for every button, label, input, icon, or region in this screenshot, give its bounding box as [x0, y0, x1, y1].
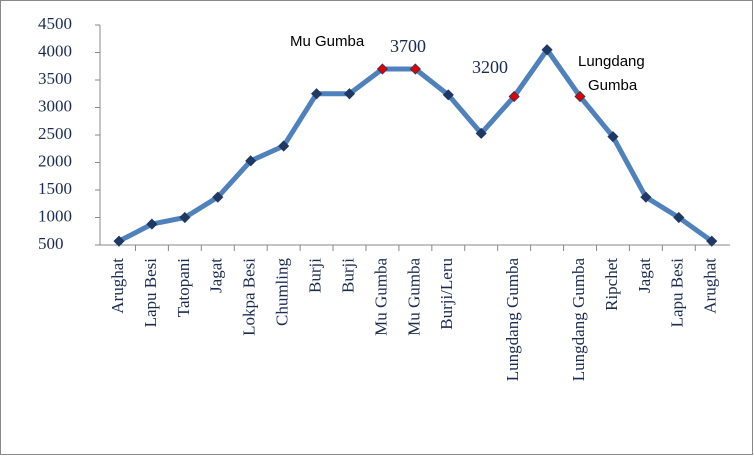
- x-tick-label: Burji: [338, 258, 357, 293]
- marker: [278, 140, 290, 152]
- x-tick-label: Jagat: [207, 258, 226, 293]
- x-tick-label: Mu Gumba: [371, 258, 390, 336]
- marker: [245, 155, 257, 167]
- x-tick-label: Tatopani: [174, 258, 193, 318]
- marker: [311, 88, 323, 100]
- y-tick-label: 4000: [38, 41, 72, 60]
- marker: [541, 44, 553, 56]
- annotation: 3700: [390, 36, 426, 56]
- annotation: Lungdang: [578, 53, 645, 70]
- marker: [343, 88, 356, 100]
- marker: [179, 211, 191, 224]
- x-tick-label: Lungdang Gumba: [569, 258, 588, 382]
- x-tick-label: Mu Gumba: [404, 258, 423, 336]
- y-tick-label: 1500: [38, 179, 72, 198]
- x-tick-label: Lapu Besi: [141, 258, 160, 328]
- x-tick-label: Lungdang Gumba: [503, 258, 522, 382]
- marker: [607, 131, 619, 143]
- marker: [475, 127, 487, 139]
- marker: [574, 90, 586, 103]
- y-tick-label: 500: [38, 234, 64, 253]
- x-tick-label: Burji: [305, 258, 324, 293]
- marker: [640, 191, 652, 203]
- x-tick-label: Lapu Besi: [668, 258, 687, 328]
- marker: [113, 235, 125, 247]
- x-tick-label: Arughat: [701, 258, 720, 314]
- y-tick-label: 1000: [38, 206, 72, 225]
- x-tick-label: Jagat: [635, 258, 654, 293]
- marker: [146, 218, 158, 230]
- marker: [673, 211, 685, 224]
- marker: [706, 235, 718, 247]
- y-tick-label: 2000: [38, 151, 72, 170]
- x-tick-label: Lokpa Besi: [240, 258, 259, 336]
- annotation: Gumba: [588, 77, 638, 94]
- y-tick-label: 3000: [38, 96, 72, 115]
- annotation: 3200: [472, 57, 508, 77]
- annotation: Mu Gumba: [290, 33, 365, 50]
- marker: [376, 63, 389, 75]
- marker: [409, 63, 421, 75]
- x-tick-label: Chumling: [273, 258, 292, 327]
- marker: [442, 89, 454, 101]
- y-tick-label: 2500: [38, 124, 72, 143]
- marker: [212, 191, 224, 203]
- y-tick-label: 3500: [38, 69, 72, 88]
- x-tick-label: Burji/Leru: [437, 258, 456, 330]
- x-tick-label: Arughat: [108, 258, 127, 314]
- marker: [508, 90, 520, 103]
- x-tick-label: Ripchet: [602, 258, 621, 311]
- y-tick-label: 4500: [38, 14, 72, 33]
